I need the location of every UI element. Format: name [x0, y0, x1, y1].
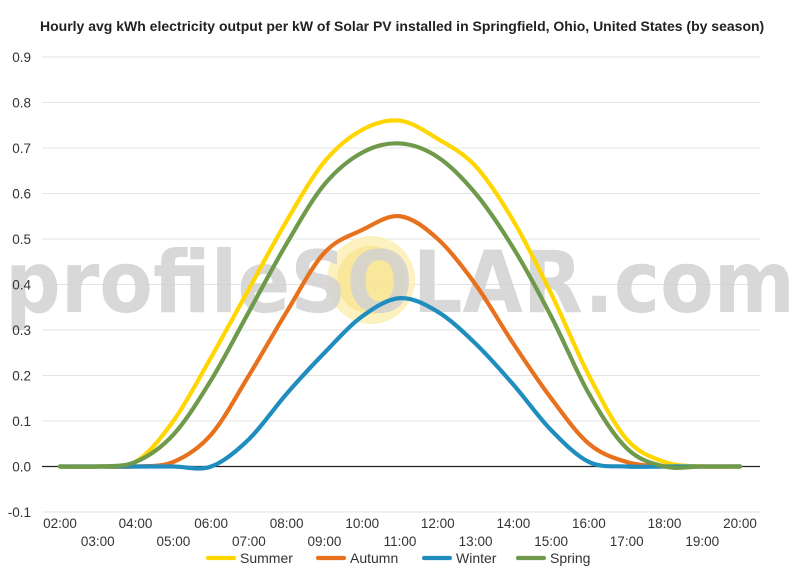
legend: Summer Autumn Winter Spring — [205, 550, 590, 566]
series-line-spring — [57, 141, 743, 470]
x-tick-label: 12:00 — [421, 516, 455, 531]
grid-layer — [42, 56, 760, 513]
watermark: profileSOLAR.com — [5, 233, 795, 333]
series-line-winter — [57, 296, 743, 471]
y-tick-label: 0.7 — [12, 141, 31, 156]
legend-label-autumn: Autumn — [350, 550, 398, 566]
x-tick-label: 10:00 — [345, 516, 379, 531]
x-tick-label: 04:00 — [119, 516, 153, 531]
series-layer — [57, 118, 743, 471]
x-tick-label: 18:00 — [648, 516, 682, 531]
legend-label-summer: Summer — [240, 550, 293, 566]
x-tick-label: 20:00 — [723, 516, 757, 531]
legend-label-spring: Spring — [550, 550, 590, 566]
y-tick-label: 0.2 — [12, 369, 31, 384]
y-tick-label: 0.0 — [12, 460, 31, 475]
x-tick-label: 08:00 — [270, 516, 304, 531]
legend-label-winter: Winter — [456, 550, 497, 566]
chart-title: Hourly avg kWh electricity output per kW… — [40, 18, 765, 34]
x-tick-label: 15:00 — [534, 534, 568, 549]
x-tick-label: 09:00 — [308, 534, 342, 549]
watermark-sun-icon — [337, 246, 405, 314]
x-tick-label: 14:00 — [496, 516, 530, 531]
y-tick-label: 0.5 — [12, 232, 31, 247]
y-tick-label: 0.9 — [12, 50, 31, 65]
series-line-summer — [57, 118, 743, 469]
x-tick-label: 11:00 — [384, 534, 417, 549]
x-tick-label: 06:00 — [194, 516, 228, 531]
x-tick-label: 17:00 — [610, 534, 644, 549]
x-tick-label: 05:00 — [156, 534, 190, 549]
x-tick-label: 19:00 — [685, 534, 719, 549]
x-tick-label: 07:00 — [232, 534, 266, 549]
watermark-text: profileSOLAR.com — [5, 233, 795, 333]
y-tick-label: 0.4 — [12, 278, 31, 293]
x-tick-label: 03:00 — [81, 534, 115, 549]
series-line-autumn — [57, 214, 743, 469]
x-tick-label: 13:00 — [459, 534, 493, 549]
y-tick-label: 0.8 — [12, 96, 31, 111]
y-tick-label: 0.6 — [12, 187, 31, 202]
y-tick-label: 0.1 — [12, 414, 31, 429]
y-tick-label: 0.3 — [12, 323, 31, 338]
x-tick-label: 16:00 — [572, 516, 606, 531]
y-tick-label: -0.1 — [8, 505, 31, 520]
x-tick-label: 02:00 — [43, 516, 77, 531]
